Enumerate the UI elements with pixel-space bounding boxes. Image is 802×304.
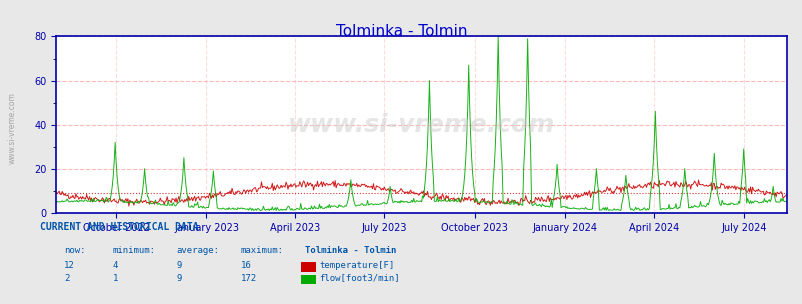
Text: average:: average: [176, 246, 220, 255]
Text: 1: 1 [112, 274, 118, 283]
Text: 172: 172 [241, 274, 257, 283]
Text: Tolminka - Tolmin: Tolminka - Tolmin [335, 24, 467, 39]
Text: www.si-vreme.com: www.si-vreme.com [288, 113, 554, 136]
Text: 4: 4 [112, 261, 118, 271]
Text: 9: 9 [176, 261, 182, 271]
Text: temperature[F]: temperature[F] [319, 261, 395, 271]
Text: CURRENT AND HISTORICAL DATA: CURRENT AND HISTORICAL DATA [40, 222, 199, 232]
Text: now:: now: [64, 246, 86, 255]
Text: 16: 16 [241, 261, 251, 271]
Text: 9: 9 [176, 274, 182, 283]
Text: www.si-vreme.com: www.si-vreme.com [8, 92, 17, 164]
Text: 2: 2 [64, 274, 70, 283]
Text: maximum:: maximum: [241, 246, 284, 255]
Text: 12: 12 [64, 261, 75, 271]
Text: minimum:: minimum: [112, 246, 156, 255]
Text: flow[foot3/min]: flow[foot3/min] [319, 274, 399, 283]
Text: Tolminka - Tolmin: Tolminka - Tolmin [305, 246, 396, 255]
